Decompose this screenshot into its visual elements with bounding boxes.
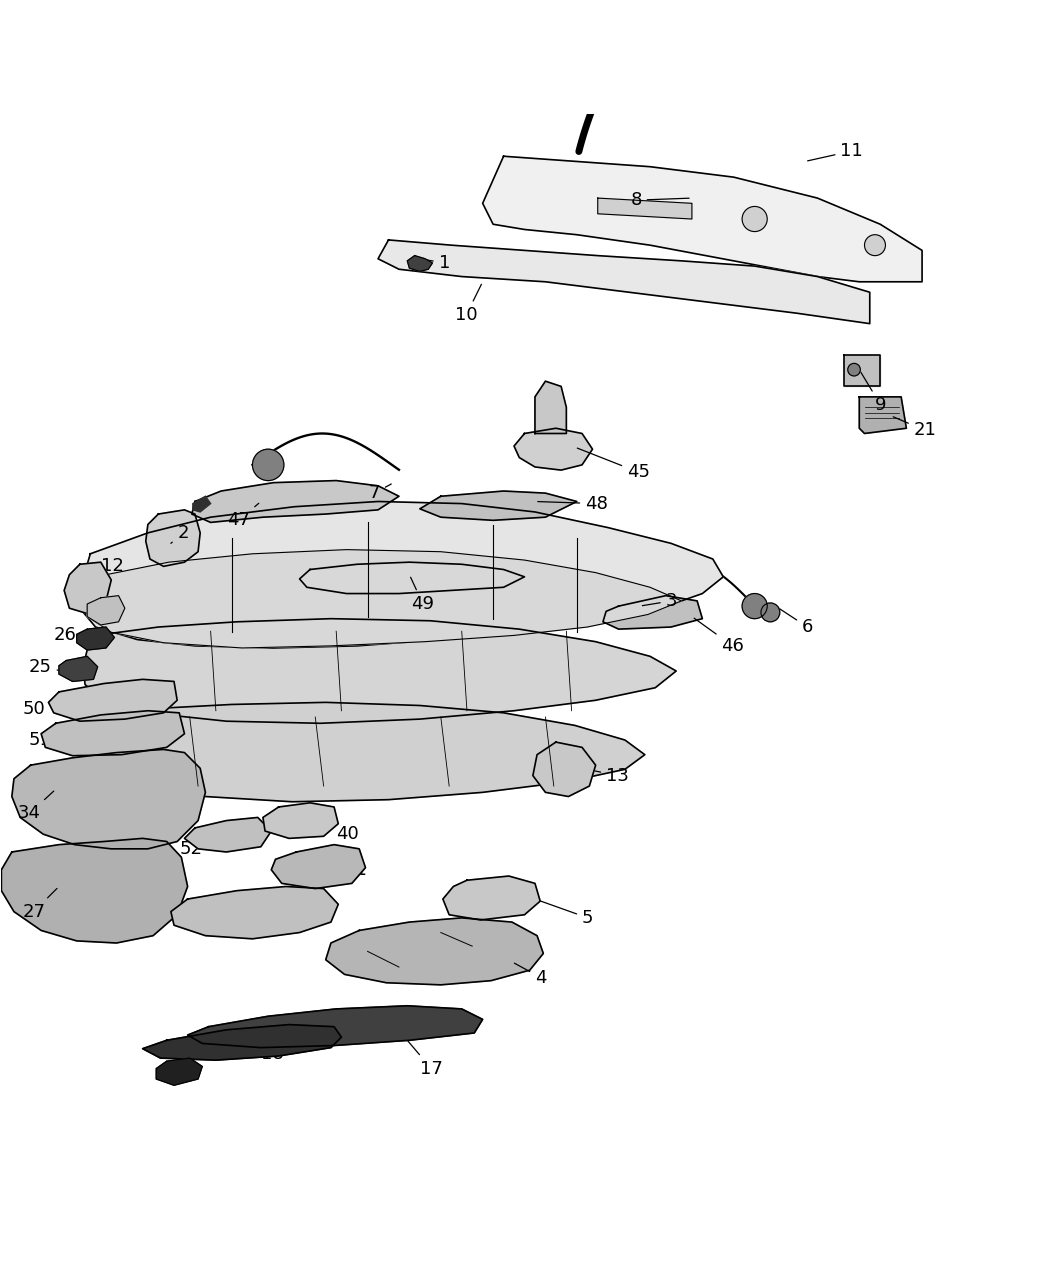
Text: 8: 8 (630, 191, 689, 209)
Text: 23: 23 (91, 595, 114, 613)
Polygon shape (420, 491, 577, 520)
Polygon shape (378, 240, 870, 324)
Text: 11: 11 (808, 142, 863, 161)
Text: 13: 13 (584, 766, 629, 784)
Text: 5: 5 (537, 900, 594, 927)
Text: 10: 10 (455, 284, 481, 324)
Text: 3: 3 (642, 592, 678, 609)
Polygon shape (171, 886, 338, 938)
Polygon shape (77, 627, 114, 650)
Circle shape (864, 235, 885, 255)
Text: 50: 50 (23, 700, 62, 718)
Text: 18: 18 (258, 1043, 283, 1063)
Polygon shape (514, 428, 593, 470)
Polygon shape (59, 657, 98, 681)
Polygon shape (859, 397, 906, 434)
Text: 46: 46 (694, 618, 744, 655)
Polygon shape (535, 381, 566, 434)
Text: 6: 6 (778, 608, 813, 636)
Polygon shape (80, 501, 723, 648)
Text: 40: 40 (313, 821, 359, 843)
Polygon shape (843, 354, 880, 386)
Polygon shape (77, 703, 645, 802)
Text: 9: 9 (861, 372, 886, 414)
Polygon shape (193, 496, 211, 513)
Polygon shape (263, 803, 338, 839)
Text: 45: 45 (577, 448, 650, 481)
Polygon shape (87, 595, 125, 625)
Text: 51: 51 (28, 729, 59, 748)
Circle shape (253, 449, 284, 481)
Polygon shape (83, 618, 677, 723)
Polygon shape (443, 876, 540, 921)
Text: 7: 7 (368, 484, 391, 502)
Text: 27: 27 (22, 889, 57, 921)
Text: 24: 24 (238, 917, 261, 941)
Circle shape (742, 594, 767, 618)
Text: 32: 32 (179, 1028, 229, 1070)
Text: 34: 34 (18, 790, 53, 822)
Polygon shape (533, 742, 596, 797)
Polygon shape (483, 157, 922, 282)
Polygon shape (326, 918, 543, 984)
Circle shape (848, 363, 860, 376)
Polygon shape (87, 550, 682, 648)
Polygon shape (407, 255, 432, 272)
Polygon shape (603, 595, 703, 629)
Polygon shape (143, 1025, 341, 1061)
Polygon shape (272, 844, 365, 889)
Text: 48: 48 (538, 495, 608, 513)
Circle shape (742, 207, 767, 232)
Text: 26: 26 (53, 626, 80, 644)
Text: 21: 21 (894, 417, 937, 440)
Polygon shape (146, 510, 200, 566)
Text: 47: 47 (228, 504, 259, 529)
Circle shape (761, 603, 779, 622)
Polygon shape (48, 680, 177, 722)
Polygon shape (1, 839, 188, 944)
Polygon shape (64, 562, 111, 615)
Polygon shape (156, 1058, 202, 1085)
Text: 49: 49 (410, 578, 434, 613)
Text: 41: 41 (323, 861, 367, 878)
Text: 2: 2 (171, 524, 189, 543)
Text: 4: 4 (514, 963, 547, 987)
Polygon shape (188, 1006, 483, 1048)
Polygon shape (185, 817, 272, 852)
Text: 1: 1 (423, 254, 450, 272)
Polygon shape (300, 562, 524, 594)
Text: 52: 52 (179, 838, 223, 858)
Polygon shape (12, 750, 206, 849)
Polygon shape (192, 481, 399, 523)
Polygon shape (598, 198, 692, 219)
Text: 25: 25 (28, 658, 60, 676)
Text: 17: 17 (403, 1035, 443, 1077)
Text: 12: 12 (87, 557, 124, 585)
Polygon shape (41, 710, 185, 756)
